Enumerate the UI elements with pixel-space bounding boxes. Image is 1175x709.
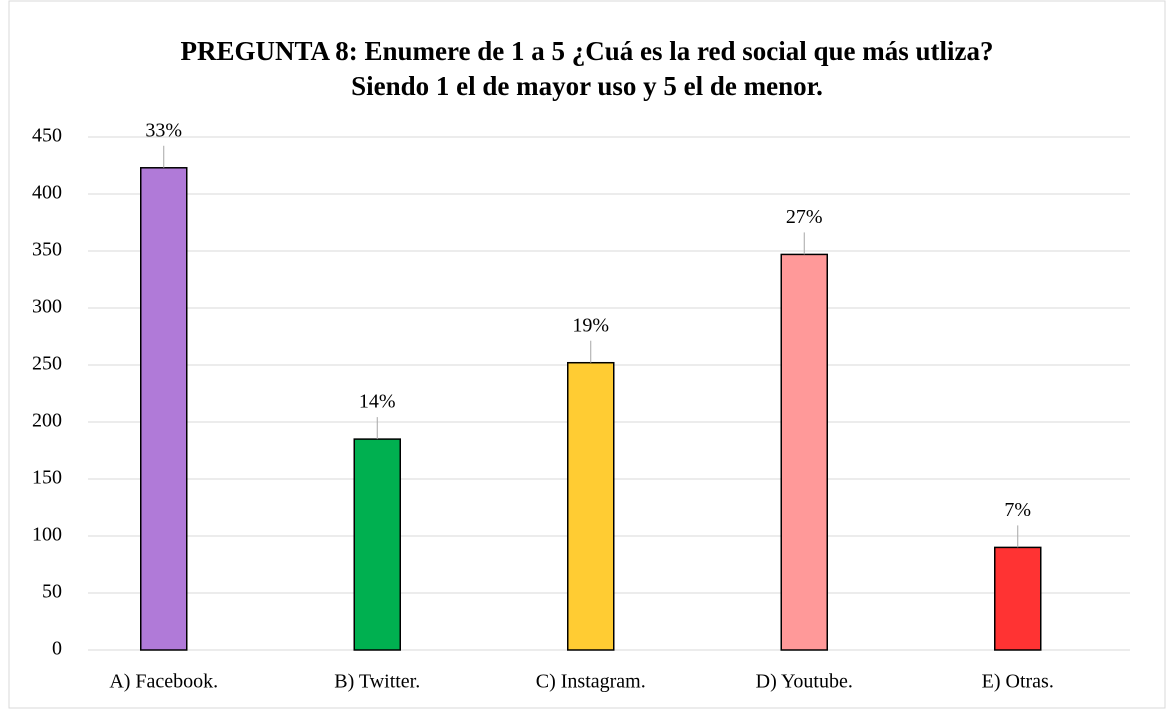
chart-title: PREGUNTA 8: Enumere de 1 a 5 ¿Cuá es la … bbox=[180, 36, 994, 101]
bar bbox=[353, 438, 401, 651]
x-tick-label: A) Facebook. bbox=[109, 671, 218, 693]
bar bbox=[994, 546, 1042, 651]
x-tick-label: C) Instagram. bbox=[536, 671, 646, 693]
bar bbox=[567, 361, 615, 651]
y-tick-label: 400 bbox=[32, 182, 62, 204]
y-tick-label: 150 bbox=[32, 467, 62, 489]
y-tick-label: 0 bbox=[52, 638, 62, 660]
y-tick-label: 350 bbox=[32, 239, 62, 261]
bar bbox=[140, 167, 188, 651]
data-label: 7% bbox=[1004, 499, 1031, 521]
data-label: 14% bbox=[359, 391, 396, 413]
y-tick-label: 450 bbox=[32, 125, 62, 147]
y-tick-label: 300 bbox=[32, 296, 62, 318]
data-label: 19% bbox=[572, 314, 609, 336]
y-tick-label: 50 bbox=[42, 581, 62, 603]
data-label: 33% bbox=[145, 119, 182, 141]
y-tick-label: 250 bbox=[32, 353, 62, 375]
y-tick-label: 100 bbox=[32, 524, 62, 546]
x-tick-label: B) Twitter. bbox=[334, 671, 420, 693]
data-label: 27% bbox=[786, 206, 823, 228]
y-tick-label: 200 bbox=[32, 410, 62, 432]
bar bbox=[780, 253, 828, 651]
x-tick-label: D) Youtube. bbox=[756, 671, 853, 693]
x-tick-label: E) Otras. bbox=[982, 671, 1054, 693]
